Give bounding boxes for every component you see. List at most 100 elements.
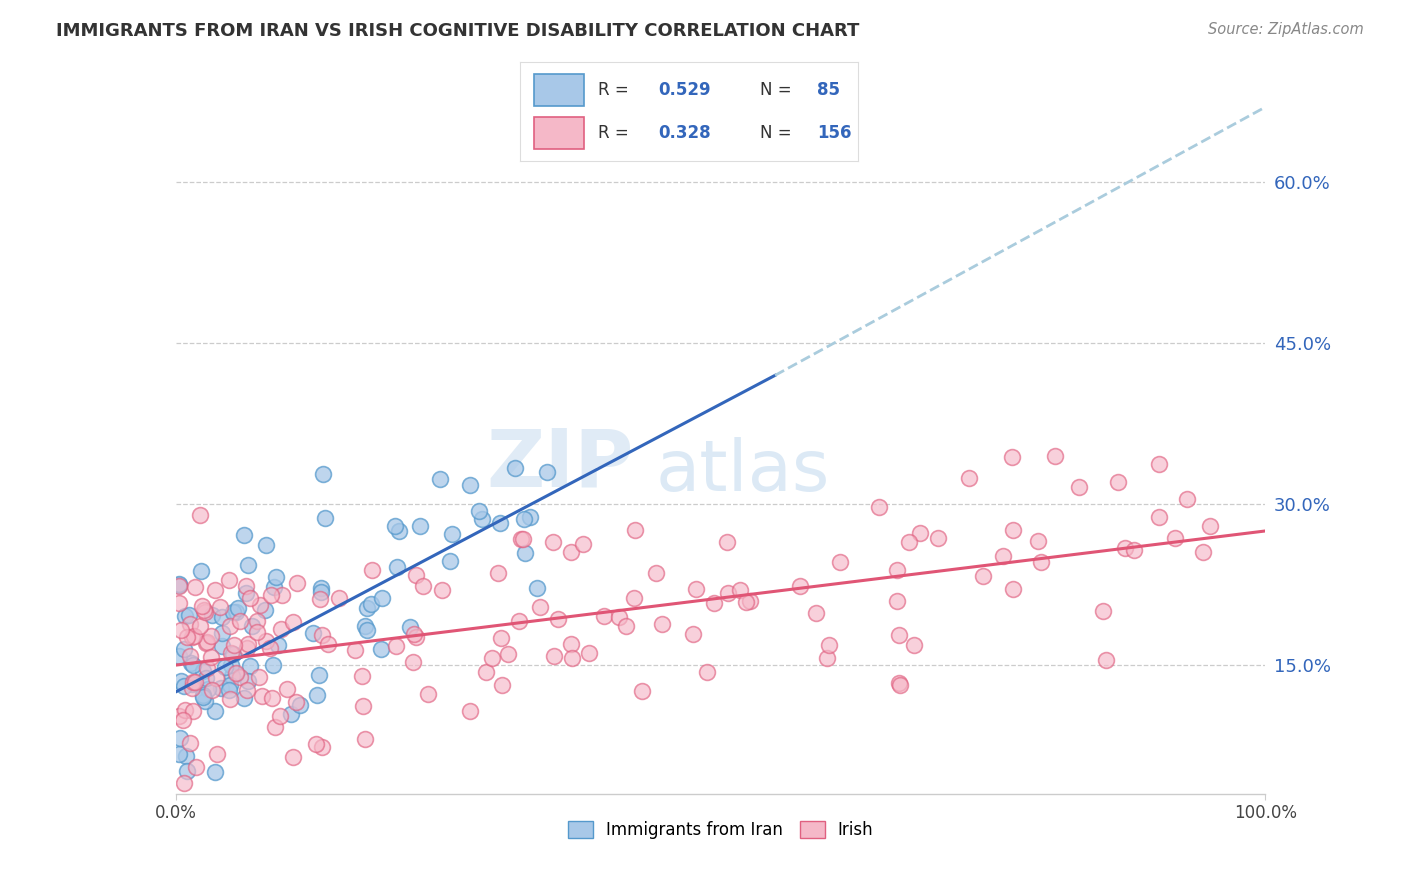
- Point: [543, 534, 565, 549]
- Point: [353, 732, 375, 747]
- Point: [193, 688, 215, 702]
- Point: [991, 549, 1014, 563]
- Point: [543, 649, 565, 664]
- Point: [312, 467, 335, 481]
- Point: [250, 690, 273, 704]
- Point: [1147, 510, 1170, 524]
- Point: [233, 527, 256, 541]
- Point: [815, 651, 838, 665]
- Point: [190, 599, 212, 613]
- Point: [685, 582, 707, 596]
- Point: [174, 749, 197, 764]
- Point: [571, 537, 593, 551]
- Point: [209, 681, 232, 695]
- Point: [225, 667, 247, 681]
- Text: atlas: atlas: [655, 436, 830, 506]
- Point: [496, 647, 519, 661]
- Point: [259, 641, 281, 656]
- Point: [889, 678, 911, 692]
- Point: [889, 676, 911, 690]
- Point: [578, 646, 600, 660]
- Point: [405, 630, 427, 644]
- Point: [264, 570, 287, 584]
- Point: [405, 568, 427, 582]
- Point: [218, 573, 240, 587]
- Point: [311, 739, 333, 754]
- Point: [200, 628, 222, 642]
- Point: [229, 614, 252, 628]
- Point: [1094, 652, 1116, 666]
- Point: [228, 670, 250, 684]
- Point: [897, 534, 920, 549]
- Point: [195, 661, 218, 675]
- Point: [735, 595, 758, 609]
- Point: [280, 707, 302, 722]
- Point: [430, 583, 453, 598]
- Point: [903, 638, 925, 652]
- Point: [1069, 480, 1091, 494]
- Text: R =: R =: [598, 124, 634, 142]
- Point: [623, 591, 645, 606]
- Point: [486, 566, 509, 580]
- Point: [263, 580, 285, 594]
- Point: [927, 531, 949, 545]
- Text: Source: ZipAtlas.com: Source: ZipAtlas.com: [1208, 22, 1364, 37]
- Point: [254, 633, 277, 648]
- Point: [1029, 555, 1052, 569]
- Point: [529, 599, 551, 614]
- Point: [1122, 543, 1144, 558]
- Point: [200, 650, 222, 665]
- Point: [1163, 531, 1185, 545]
- Point: [806, 607, 828, 621]
- Point: [267, 638, 290, 652]
- Point: [221, 605, 243, 619]
- Point: [352, 668, 374, 682]
- Text: IMMIGRANTS FROM IRAN VS IRISH COGNITIVE DISABILITY CORRELATION CHART: IMMIGRANTS FROM IRAN VS IRISH COGNITIVE …: [56, 22, 859, 40]
- Point: [204, 583, 226, 598]
- Point: [474, 665, 496, 680]
- Point: [412, 579, 434, 593]
- Point: [193, 665, 215, 679]
- Point: [343, 643, 366, 657]
- Point: [276, 681, 298, 696]
- Point: [167, 596, 190, 610]
- Point: [195, 635, 218, 649]
- Point: [509, 532, 531, 546]
- Point: [308, 668, 330, 682]
- Point: [408, 519, 430, 533]
- Point: [645, 566, 668, 580]
- Point: [717, 586, 740, 600]
- Point: [179, 736, 201, 750]
- Point: [235, 585, 257, 599]
- Text: R =: R =: [598, 81, 634, 99]
- Point: [307, 688, 329, 702]
- Point: [211, 625, 233, 640]
- Point: [173, 608, 195, 623]
- Point: [222, 647, 245, 661]
- Point: [173, 702, 195, 716]
- Point: [236, 558, 259, 572]
- Point: [201, 682, 224, 697]
- Point: [173, 679, 195, 693]
- Point: [441, 526, 464, 541]
- Point: [402, 655, 425, 669]
- Point: [309, 592, 332, 607]
- Point: [352, 699, 374, 714]
- Point: [181, 704, 204, 718]
- Bar: [534, 118, 585, 149]
- Point: [181, 657, 204, 672]
- Point: [316, 637, 339, 651]
- Point: [281, 615, 304, 630]
- Point: [305, 737, 328, 751]
- Point: [219, 658, 242, 673]
- Point: [789, 579, 811, 593]
- Point: [214, 660, 236, 674]
- Point: [1175, 491, 1198, 506]
- Point: [167, 747, 190, 762]
- Point: [167, 648, 190, 663]
- Point: [211, 610, 233, 624]
- Point: [682, 627, 704, 641]
- Point: [190, 564, 212, 578]
- Point: [180, 656, 202, 670]
- Point: [356, 623, 378, 637]
